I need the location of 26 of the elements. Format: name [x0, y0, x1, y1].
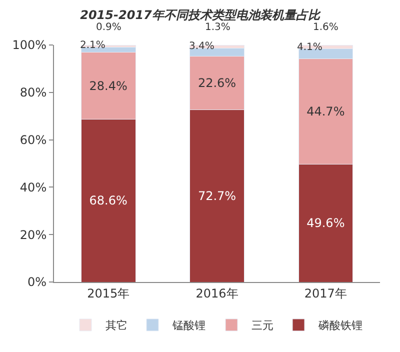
y-tick-label: 60%: [20, 133, 47, 147]
y-tick-label: 80%: [20, 86, 47, 100]
data-label: 72.7%: [198, 188, 236, 203]
data-label: 28.4%: [89, 78, 128, 93]
legend-label: 磷酸铁锂: [318, 319, 362, 332]
data-label: 2.1%: [80, 40, 106, 51]
data-label: 68.6%: [89, 194, 128, 208]
data-label: 49.6%: [306, 216, 345, 230]
data-label: 1.3%: [205, 22, 230, 33]
chart-title: 2015-2017年不同技术类型电池装机量占比: [80, 8, 321, 22]
y-tick-label: 40%: [20, 180, 47, 194]
data-label: 44.7%: [306, 104, 345, 118]
data-label: 4.1%: [297, 42, 322, 53]
data-label: 22.6%: [198, 76, 236, 90]
data-label: 0.9%: [96, 22, 122, 33]
legend-label: 其它: [106, 319, 128, 332]
data-label: 1.6%: [313, 22, 338, 33]
legend-label: 锰酸锂: [172, 319, 206, 332]
data-label: 3.4%: [189, 41, 214, 52]
x-tick-label: 2015年: [87, 286, 130, 300]
y-tick-label: 0%: [28, 275, 47, 290]
y-tick-label: 20%: [20, 228, 47, 242]
x-tick-label: 2017年: [304, 286, 347, 300]
y-tick-label: 100%: [12, 38, 47, 52]
x-tick-label: 2016年: [196, 286, 238, 300]
legend-label: 三元: [252, 319, 274, 332]
